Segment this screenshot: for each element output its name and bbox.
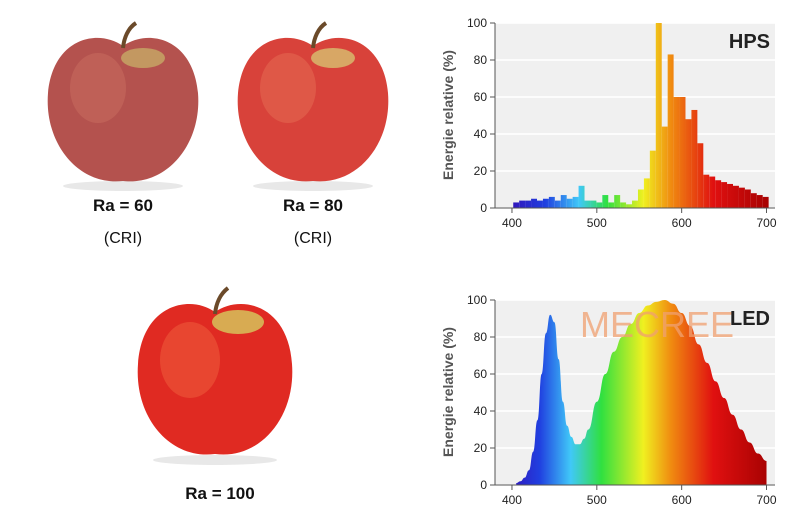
y-tick-label: 40: [474, 404, 488, 418]
x-tick-label: 400: [502, 216, 522, 230]
hps-bar: [733, 185, 739, 208]
y-tick-label: 20: [474, 441, 488, 455]
hps-bar: [691, 109, 698, 208]
hps-bar: [548, 196, 555, 208]
hps-bar: [685, 119, 692, 208]
chart-title: LED: [730, 308, 770, 330]
y-tick-label: 0: [480, 201, 487, 215]
y-axis-label: Energie relative (%): [440, 327, 456, 457]
apple-ra80-image: [237, 21, 389, 191]
plot-area: [495, 23, 775, 208]
y-tick-label: 60: [474, 90, 488, 104]
hps-bar: [637, 189, 644, 208]
y-tick-label: 20: [474, 164, 488, 178]
chart-title: HPS: [729, 31, 770, 53]
hps-bar: [703, 174, 710, 208]
hps-bar: [667, 54, 674, 209]
y-tick-label: 40: [474, 127, 488, 141]
hps-bar: [525, 200, 532, 208]
hps-bar: [519, 200, 526, 208]
y-tick-label: 100: [467, 16, 487, 30]
led-spectrum-area: [516, 300, 767, 485]
hps-bar: [744, 189, 751, 208]
caption-ra100: Ra = 100: [185, 484, 255, 503]
hps-bar: [560, 195, 567, 208]
hps-chart: 0 20 40 60 80 100 400 500 600 700 HPS Energie rel…: [425, 8, 800, 233]
hps-bar: [655, 23, 662, 208]
hps-bar: [602, 195, 609, 208]
hps-chart-svg: 0 20 40 60 80 100 400 500 600 700 HPS Energie rel…: [440, 16, 777, 230]
hps-bar: [620, 202, 627, 208]
hps-bar: [608, 202, 615, 208]
hps-bar: [578, 185, 585, 208]
hps-bar: [626, 204, 633, 208]
hps-bar: [542, 198, 549, 208]
hps-bar: [709, 176, 716, 208]
hps-bar: [750, 193, 757, 208]
hps-bar: [537, 200, 543, 208]
x-tick-label: 700: [756, 216, 776, 230]
apple-ra100-image: [137, 286, 293, 465]
caption-ra60: Ra = 60: [92, 196, 153, 215]
hps-bar: [738, 187, 745, 208]
hps-bar: [554, 200, 561, 208]
hps-bar: [715, 180, 722, 208]
y-tick-label: 0: [480, 478, 487, 492]
led-chart-svg: 0 20 40 60 80 100 400 500 600 700 MECREE LED Ener…: [440, 293, 777, 507]
hps-bar: [721, 182, 728, 208]
x-tick-label: 400: [502, 493, 522, 507]
hps-bar: [756, 195, 763, 208]
x-tick-label: 600: [672, 216, 692, 230]
hps-bar: [762, 196, 769, 208]
y-tick-label: 60: [474, 367, 488, 381]
x-tick-label: 500: [587, 493, 607, 507]
hps-bar: [661, 126, 668, 208]
y-axis-label: Energie relative (%): [440, 50, 456, 180]
hps-bar: [590, 200, 597, 208]
x-tick-label: 600: [672, 493, 692, 507]
hps-bar: [614, 195, 621, 208]
y-tick-label: 100: [467, 293, 487, 307]
apple-ra60-image: [47, 21, 199, 191]
hps-bar: [596, 202, 603, 208]
watermark: MECREE: [580, 304, 734, 345]
hps-bar: [679, 97, 686, 208]
hps-bar: [566, 198, 573, 208]
y-tick-label: 80: [474, 53, 488, 67]
hps-bar: [649, 150, 656, 208]
x-tick-label: 500: [587, 216, 607, 230]
caption-ra80-cri: (CRI): [293, 230, 333, 247]
y-tick-label: 80: [474, 330, 488, 344]
hps-bar: [673, 97, 680, 208]
hps-bar: [572, 196, 579, 208]
led-chart: 0 20 40 60 80 100 400 500 600 700 MECREE LED Ener…: [425, 285, 800, 510]
hps-bar: [727, 183, 733, 208]
hps-bar: [531, 198, 537, 208]
x-tick-label: 700: [756, 493, 776, 507]
hps-bar: [697, 143, 704, 208]
hps-bar: [643, 178, 650, 208]
caption-ra80: Ra = 80: [282, 196, 343, 215]
hps-bar: [584, 200, 591, 208]
hps-bar: [513, 202, 520, 208]
hps-bar: [632, 200, 638, 208]
caption-ra60-cri: (CRI): [103, 230, 143, 247]
